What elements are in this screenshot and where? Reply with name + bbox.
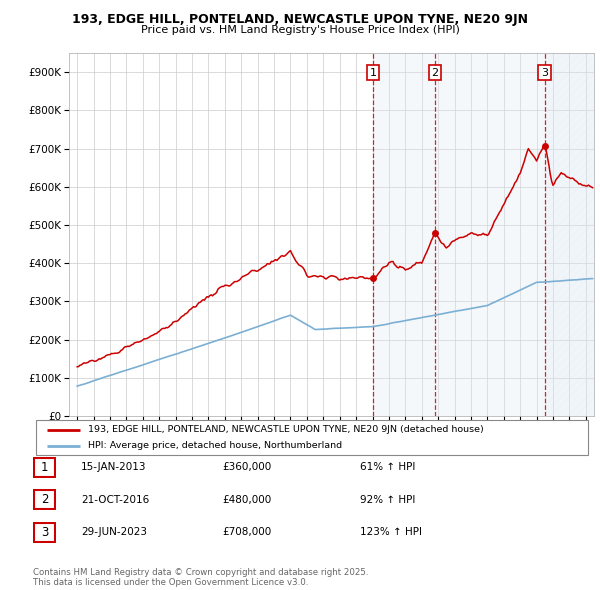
- Bar: [435, 53, 545, 416]
- Text: 15-JAN-2013: 15-JAN-2013: [81, 463, 146, 472]
- Text: 2: 2: [41, 493, 48, 506]
- Text: 193, EDGE HILL, PONTELAND, NEWCASTLE UPON TYNE, NE20 9JN (detached house): 193, EDGE HILL, PONTELAND, NEWCASTLE UPO…: [88, 425, 484, 434]
- Text: 193, EDGE HILL, PONTELAND, NEWCASTLE UPON TYNE, NE20 9JN: 193, EDGE HILL, PONTELAND, NEWCASTLE UPO…: [72, 13, 528, 26]
- Text: HPI: Average price, detached house, Northumberland: HPI: Average price, detached house, Nort…: [88, 441, 343, 450]
- Text: Price paid vs. HM Land Registry's House Price Index (HPI): Price paid vs. HM Land Registry's House …: [140, 25, 460, 35]
- FancyBboxPatch shape: [34, 523, 55, 542]
- Text: 123% ↑ HPI: 123% ↑ HPI: [360, 527, 422, 537]
- Text: 3: 3: [41, 526, 48, 539]
- Bar: [373, 53, 435, 416]
- Text: £480,000: £480,000: [222, 495, 271, 504]
- FancyBboxPatch shape: [34, 458, 55, 477]
- Text: £708,000: £708,000: [222, 527, 271, 537]
- Bar: [545, 53, 594, 416]
- Text: 1: 1: [370, 68, 377, 78]
- Text: Contains HM Land Registry data © Crown copyright and database right 2025.
This d: Contains HM Land Registry data © Crown c…: [33, 568, 368, 587]
- Text: 2: 2: [431, 68, 439, 78]
- Text: 3: 3: [541, 68, 548, 78]
- Bar: [545, 53, 594, 416]
- Text: 29-JUN-2023: 29-JUN-2023: [81, 527, 147, 537]
- Text: 21-OCT-2016: 21-OCT-2016: [81, 495, 149, 504]
- Text: 92% ↑ HPI: 92% ↑ HPI: [360, 495, 415, 504]
- Text: 1: 1: [41, 461, 48, 474]
- FancyBboxPatch shape: [36, 420, 588, 455]
- Text: £360,000: £360,000: [222, 463, 271, 472]
- FancyBboxPatch shape: [34, 490, 55, 509]
- Text: 61% ↑ HPI: 61% ↑ HPI: [360, 463, 415, 472]
